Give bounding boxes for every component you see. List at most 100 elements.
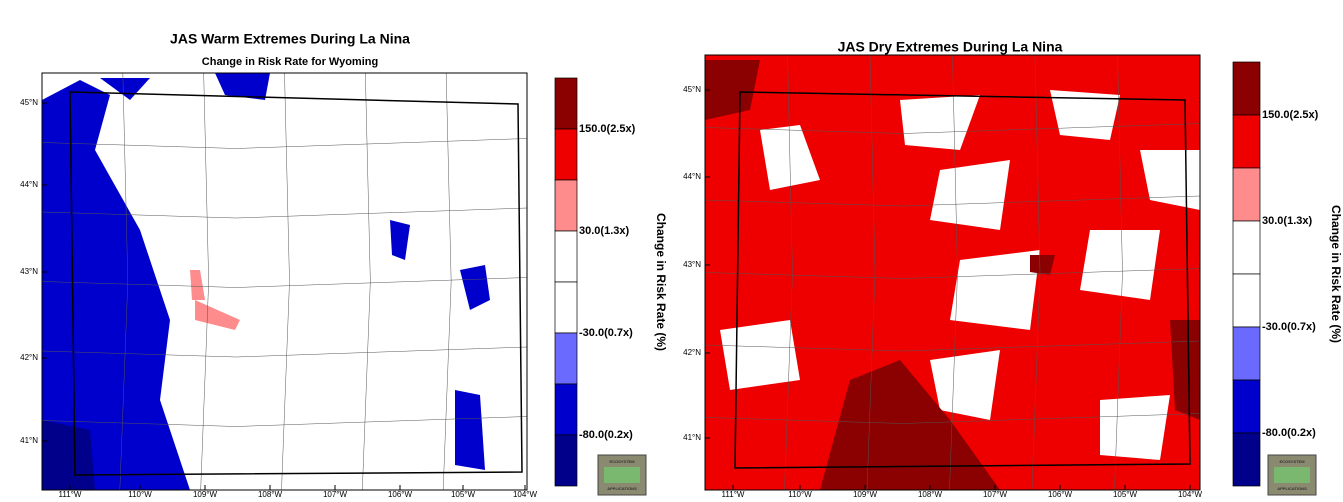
- colorbar-segment: [554, 383, 578, 436]
- lon-label: 104°W: [513, 490, 538, 499]
- county-line: [442, 73, 452, 490]
- risk-area: [42, 80, 190, 490]
- lat-label: 43°N: [20, 267, 38, 276]
- lon-label: 107°W: [983, 490, 1008, 499]
- county-line: [1031, 55, 1041, 490]
- colorbar-label: -80.0(0.2x): [1262, 427, 1316, 439]
- colorbar-segment: [1232, 379, 1261, 434]
- risk-area: [1050, 90, 1120, 140]
- plot-frame: [704, 54, 1201, 491]
- colorbar-segment: [1232, 114, 1261, 169]
- risk-area: [820, 360, 1000, 490]
- risk-area: [455, 390, 485, 470]
- lon-label: 109°W: [193, 490, 218, 499]
- county-line: [119, 73, 129, 490]
- plot-frame: [41, 72, 528, 491]
- lon-label: 107°W: [323, 490, 348, 499]
- colorbar-label: -30.0(0.7x): [579, 327, 633, 339]
- colorbar-segment: [1232, 61, 1261, 116]
- lat-label: 44°N: [683, 172, 701, 181]
- lat-label: 45°N: [20, 98, 38, 107]
- logo-inner: [1274, 467, 1310, 483]
- colorbar-segment: [554, 281, 578, 334]
- colorbar-label: 150.0(2.5x): [579, 123, 636, 135]
- logo-text: ECOSYSTEM: [609, 459, 635, 464]
- county-line: [200, 73, 209, 490]
- risk-area: [1030, 255, 1055, 275]
- panel-title: JAS Dry Extremes During La Nina: [838, 39, 1063, 55]
- county-line: [705, 340, 1200, 352]
- colorbar-title: Change in Risk Rate (%): [1329, 205, 1343, 343]
- colorbar-segment: [1232, 220, 1261, 275]
- logo-inner: [604, 467, 640, 483]
- county-line: [705, 195, 1200, 207]
- risk-area: [1170, 320, 1200, 420]
- colorbar-segment: [554, 77, 578, 130]
- risk-area: [930, 350, 1000, 420]
- risk-area: [195, 300, 240, 330]
- colorbar-segment: [1232, 167, 1261, 222]
- risk-area: [900, 95, 980, 150]
- lat-label: 41°N: [683, 433, 701, 442]
- colorbar-label: 150.0(2.5x): [1262, 109, 1319, 121]
- lon-label: 108°W: [258, 490, 283, 499]
- lat-label: 44°N: [20, 180, 38, 189]
- lon-label: 111°W: [59, 490, 82, 499]
- county-line: [784, 55, 793, 490]
- county-line: [705, 413, 1200, 424]
- risk-area: [720, 320, 800, 390]
- county-line: [42, 346, 527, 358]
- lon-label: 110°W: [788, 490, 812, 499]
- state-border: [734, 91, 1191, 469]
- lat-label: 43°N: [683, 260, 701, 269]
- colorbar-segment: [554, 179, 578, 232]
- risk-area: [390, 220, 410, 260]
- lat-label: 41°N: [20, 436, 38, 445]
- county-line: [42, 138, 527, 149]
- lon-label: 105°W: [451, 490, 476, 499]
- colorbar-label: 30.0(1.3x): [579, 225, 629, 237]
- panel-subtitle: Change in Risk Rate for Wyoming: [202, 56, 378, 68]
- lon-label: 105°W: [1113, 490, 1138, 499]
- lat-label: 45°N: [683, 85, 701, 94]
- colorbar-segment: [554, 230, 578, 283]
- risk-area: [100, 78, 150, 100]
- risk-area: [1140, 150, 1200, 210]
- risk-area: [705, 60, 760, 120]
- colorbar-label: -30.0(0.7x): [1262, 321, 1316, 333]
- logo-text: APPLICATIONS: [607, 486, 637, 491]
- colorbar-label: -80.0(0.2x): [579, 429, 633, 441]
- risk-area: [1100, 395, 1170, 460]
- risk-area: [215, 73, 270, 100]
- risk-area: [1080, 230, 1160, 300]
- county-line: [281, 73, 290, 490]
- lon-label: 106°W: [388, 490, 413, 499]
- lon-label: 110°W: [128, 490, 152, 499]
- colorbar-segment: [554, 434, 578, 487]
- county-line: [42, 207, 527, 219]
- county-line: [42, 277, 527, 288]
- lat-label: 42°N: [683, 348, 701, 357]
- lat-label: 42°N: [20, 353, 38, 362]
- county-line: [42, 416, 527, 427]
- panel-title: JAS Warm Extremes During La Nina: [170, 31, 410, 47]
- county-line: [1114, 55, 1123, 490]
- lon-label: 104°W: [1178, 490, 1203, 499]
- county-line: [705, 123, 1200, 134]
- county-line: [866, 55, 876, 490]
- lon-label: 108°W: [918, 490, 943, 499]
- risk-area: [460, 265, 490, 310]
- county-line: [705, 268, 1200, 279]
- risk-area: [190, 270, 205, 300]
- risk-area: [950, 250, 1040, 330]
- risk-area: [42, 420, 95, 490]
- lon-label: 109°W: [853, 490, 878, 499]
- map: [705, 55, 1200, 490]
- lon-label: 106°W: [1048, 490, 1073, 499]
- county-line: [362, 73, 371, 490]
- logo-text: ECOSYSTEM: [1279, 459, 1305, 464]
- colorbar-segment: [1232, 273, 1261, 328]
- state-border: [69, 91, 523, 476]
- colorbar-label: 30.0(1.3x): [1262, 215, 1312, 227]
